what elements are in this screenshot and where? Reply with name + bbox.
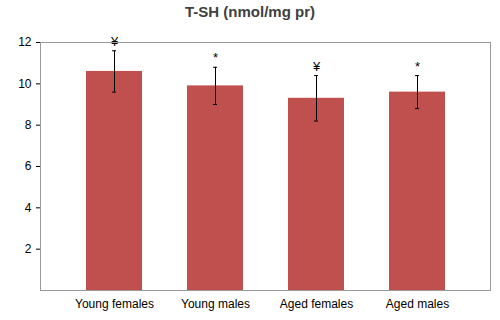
svg-text:Aged females: Aged females	[280, 297, 353, 311]
svg-text:12: 12	[18, 35, 32, 49]
svg-text:¥: ¥	[312, 59, 321, 74]
svg-text:Young males: Young males	[181, 297, 250, 311]
svg-text:8: 8	[25, 118, 32, 132]
svg-text:2: 2	[25, 242, 32, 256]
svg-text:*: *	[213, 50, 218, 65]
svg-text:Young females: Young females	[75, 297, 154, 311]
svg-text:Aged males: Aged males	[386, 297, 449, 311]
svg-text:*: *	[415, 59, 420, 74]
svg-text:6: 6	[25, 159, 32, 173]
svg-text:10: 10	[18, 77, 32, 91]
svg-text:¥: ¥	[110, 34, 119, 49]
html-text:T-SH (nmol/mg pr): T-SH (nmol/mg pr)	[185, 3, 315, 20]
svg-text:4: 4	[25, 201, 32, 215]
